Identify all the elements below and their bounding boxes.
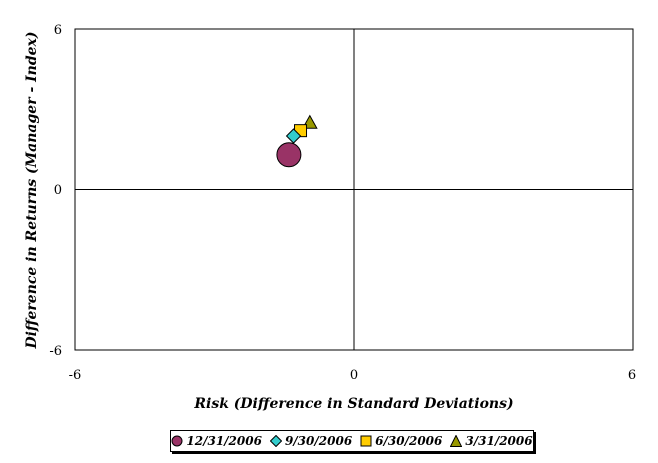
circle-data-point xyxy=(276,142,302,168)
x-tick-label: -6 xyxy=(69,368,82,383)
y-tick-label: 6 xyxy=(54,23,62,38)
legend-label: 6/30/2006 xyxy=(375,434,443,448)
legend-item: 3/31/2006 xyxy=(450,434,533,448)
data-markers xyxy=(276,114,318,168)
x-tick-label: 0 xyxy=(350,368,358,383)
square-marker-icon xyxy=(360,435,372,447)
diamond-data-point xyxy=(285,128,302,144)
legend-label: 3/31/2006 xyxy=(465,434,533,448)
y-tick-label: -6 xyxy=(49,344,62,359)
y-tick-label: 0 xyxy=(54,183,62,198)
legend-label: 12/31/2006 xyxy=(186,434,262,448)
y-axis-title: Difference in Returns (Manager - Index) xyxy=(24,31,40,349)
x-tick-label: 6 xyxy=(628,368,636,383)
diamond-marker-icon xyxy=(269,435,282,447)
legend-item: 12/31/2006 xyxy=(171,434,262,448)
legend-label: 9/30/2006 xyxy=(284,434,353,448)
circle-marker-icon xyxy=(171,435,183,447)
triangle-marker-icon xyxy=(450,435,463,447)
legend: 12/31/2006 9/30/2006 6/30/2006 3/31/2006 xyxy=(170,430,534,452)
legend-item: 9/30/2006 xyxy=(269,434,353,448)
legend-item: 6/30/2006 xyxy=(360,434,442,448)
x-axis-title: Risk (Difference in Standard Deviations) xyxy=(193,396,513,412)
